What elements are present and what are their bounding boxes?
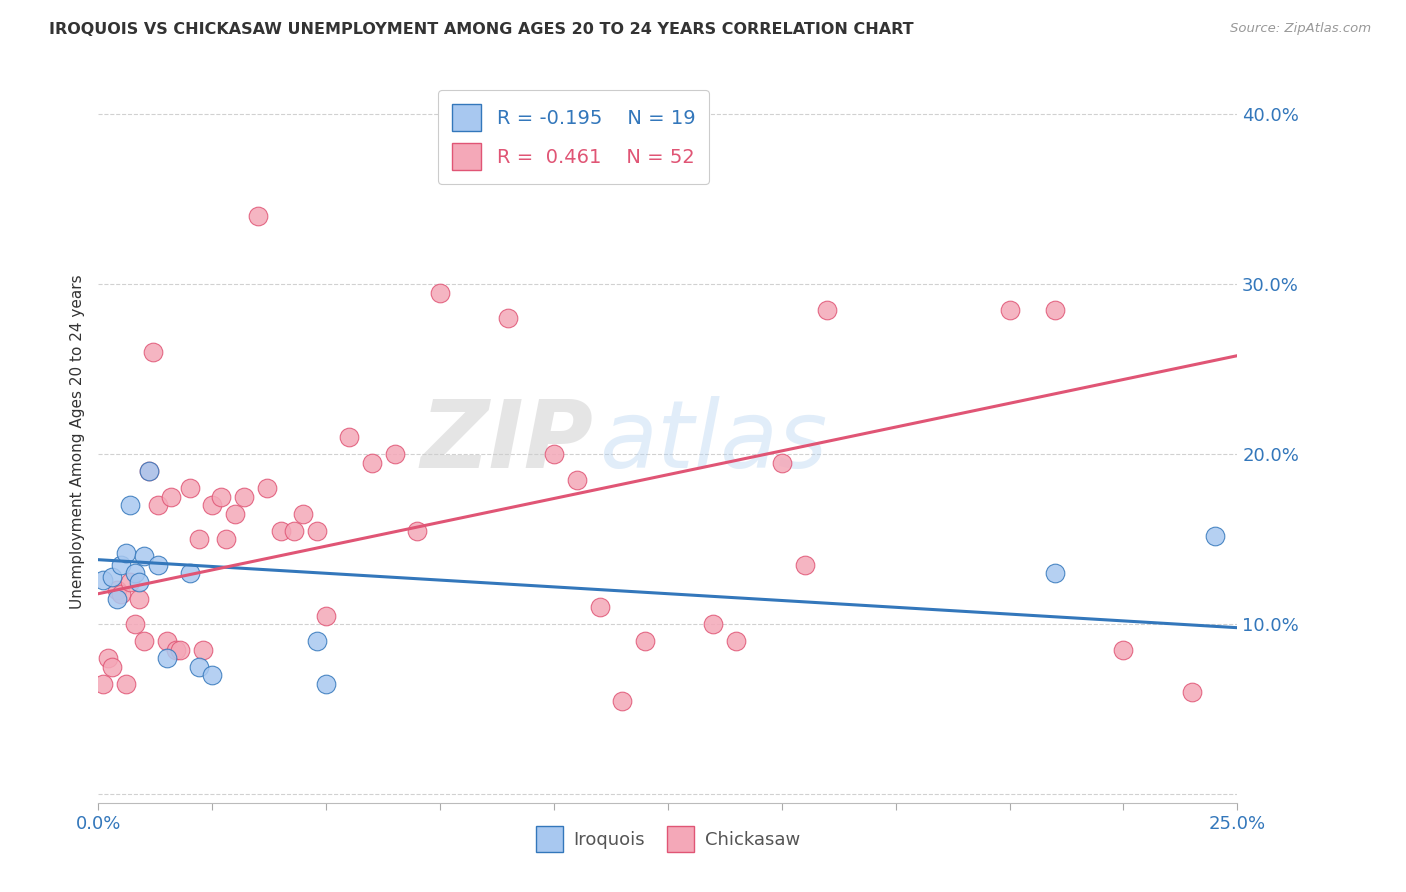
Point [307,634,329,648]
Point [224,507,246,521]
Point [138,464,160,478]
Point [1204,529,1226,543]
Point [101,570,124,584]
Point [337,430,360,444]
Point [565,473,588,487]
Point [110,558,132,572]
Point [612,694,634,708]
Point [132,549,155,564]
Point [169,642,191,657]
Point [114,546,136,560]
Point [146,558,169,572]
Point [360,456,382,470]
Point [96,651,118,665]
Point [270,524,292,538]
Point [315,677,337,691]
Point [156,634,179,648]
Point [114,677,136,691]
Point [91,677,114,691]
Point [160,490,183,504]
Point [1043,302,1066,317]
Point [187,660,209,674]
Point [110,587,132,601]
Point [793,558,815,572]
Point [246,209,269,223]
Point [128,591,150,606]
Point [1181,685,1204,699]
Point [138,464,160,478]
Point [215,533,238,547]
Point [209,490,232,504]
Point [998,302,1021,317]
Point [105,583,128,598]
Point [120,498,142,512]
Point [770,456,793,470]
Point [120,574,142,589]
Point [124,566,146,581]
Point [634,634,657,648]
Y-axis label: Unemployment Among Ages 20 to 24 years: Unemployment Among Ages 20 to 24 years [69,274,84,609]
Point [165,642,187,657]
Point [101,660,124,674]
Point [725,634,748,648]
Point [124,617,146,632]
Point [187,533,209,547]
Point [132,634,155,648]
Point [105,591,128,606]
Point [179,566,201,581]
Text: IROQUOIS VS CHICKASAW UNEMPLOYMENT AMONG AGES 20 TO 24 YEARS CORRELATION CHART: IROQUOIS VS CHICKASAW UNEMPLOYMENT AMONG… [49,22,914,37]
Point [201,668,224,682]
Point [702,617,724,632]
Point [406,524,429,538]
Point [179,481,201,495]
Point [307,524,329,538]
Text: Source: ZipAtlas.com: Source: ZipAtlas.com [1230,22,1371,36]
Point [146,498,169,512]
Point [292,507,315,521]
Point [1112,642,1135,657]
Point [315,608,337,623]
Point [384,447,406,461]
Point [498,311,520,326]
Point [429,285,451,300]
Point [142,345,165,359]
Point [193,642,215,657]
Point [128,574,150,589]
Text: atlas: atlas [599,396,828,487]
Point [283,524,305,538]
Point [815,302,838,317]
Point [201,498,224,512]
Point [1043,566,1066,581]
Legend: Iroquois, Chickasaw: Iroquois, Chickasaw [529,819,807,859]
Point [91,573,114,587]
Point [543,447,565,461]
Text: ZIP: ZIP [420,395,593,488]
Point [256,481,278,495]
Point [233,490,256,504]
Point [156,651,179,665]
Point [588,600,610,615]
